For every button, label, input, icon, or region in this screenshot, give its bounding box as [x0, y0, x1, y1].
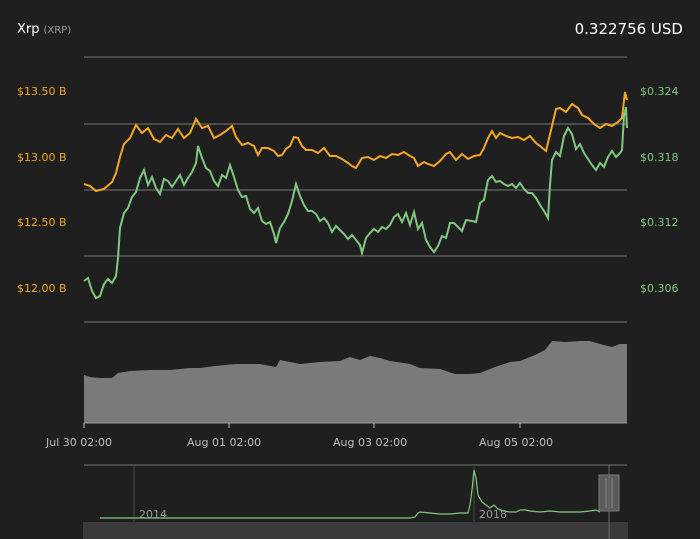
- svg-text:$13.00 B: $13.00 B: [17, 151, 67, 164]
- left-axis: $13.50 B $13.00 B $12.50 B $12.00 B: [17, 85, 67, 295]
- market-cap-line: [83, 91, 628, 193]
- current-price: 0.322756 USD: [574, 20, 683, 38]
- svg-text:Aug 03 02:00: Aug 03 02:00: [333, 436, 407, 449]
- navigator-line: [100, 469, 601, 519]
- navigator[interactable]: 2014 2018: [83, 464, 628, 539]
- svg-text:$13.50 B: $13.50 B: [17, 85, 67, 98]
- x-axis: [83, 423, 521, 428]
- svg-text:$0.324: $0.324: [640, 85, 679, 98]
- navigator-scrollbar-track[interactable]: [83, 522, 628, 539]
- svg-text:2018: 2018: [479, 508, 507, 521]
- svg-text:$12.50 B: $12.50 B: [17, 216, 67, 229]
- x-axis-labels: Jul 30 02:00 Aug 01 02:00 Aug 03 02:00 A…: [45, 436, 553, 449]
- svg-text:Aug 01 02:00: Aug 01 02:00: [187, 436, 261, 449]
- svg-text:$12.00 B: $12.00 B: [17, 282, 67, 295]
- svg-text:$0.312: $0.312: [640, 216, 679, 229]
- svg-text:Jul 30 02:00: Jul 30 02:00: [45, 436, 112, 449]
- volume-area: [84, 341, 627, 423]
- svg-text:$0.306: $0.306: [640, 282, 679, 295]
- price-line: [83, 106, 628, 300]
- gridlines: [84, 56, 627, 323]
- coin-title: Xrp (XRP): [17, 22, 71, 37]
- coin-symbol: (XRP): [43, 25, 72, 36]
- svg-text:2014: 2014: [139, 508, 167, 521]
- svg-text:$0.318: $0.318: [640, 151, 679, 164]
- right-axis: $0.324 $0.318 $0.312 $0.306: [640, 85, 679, 295]
- svg-text:Aug 05 02:00: Aug 05 02:00: [479, 436, 553, 449]
- coin-name: Xrp: [17, 22, 40, 37]
